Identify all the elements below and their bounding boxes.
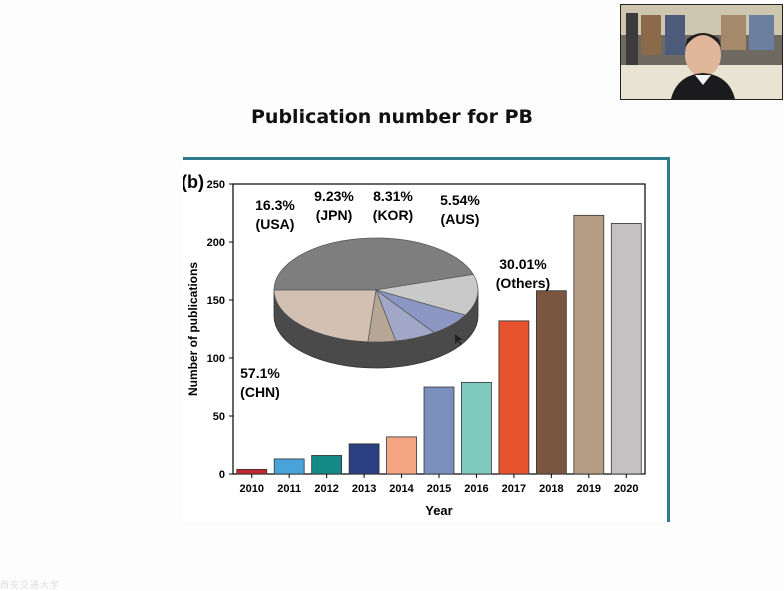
pie-pct-label: 5.54% [440,192,480,208]
bar [386,436,417,475]
y-tick-label: 200 [207,237,225,249]
x-tick-label: 2013 [352,483,376,495]
bar [236,468,268,475]
figure-border-right [667,157,670,522]
bar [423,386,455,475]
pie-slice [273,289,377,343]
pie-country-label: (JPN) [316,207,353,223]
pie-country-label: (CHN) [240,384,280,400]
pie-slice [375,273,479,316]
y-tick-label: 50 [213,411,225,423]
x-tick-label: 2020 [614,483,638,495]
pie-pct-label: 8.31% [373,188,413,204]
x-tick-label: 2015 [427,483,451,495]
y-axis-label: Number of publications [186,262,200,396]
x-tick-label: 2012 [314,483,338,495]
bar-chart: (b) 0 50 100 150 200 250 2010 2011 2012 2013 2014 20… [183,172,646,518]
mouse-cursor-icon [455,333,463,351]
pie-pct-label: 16.3% [255,197,295,213]
pie-country-label: (AUS) [441,211,480,227]
footer-text: 西安交通大学 [0,580,61,590]
pie-country-label: (KOR) [373,207,413,223]
bar [498,320,530,475]
x-tick-label: 2016 [464,483,488,495]
bar [535,290,567,475]
bar [461,381,492,475]
figure-panel: (b) 0 50 100 150 200 250 2010 2011 2012 2013 2014 20… [183,158,669,522]
pie-pct-label: 9.23% [314,188,354,204]
bar [348,443,380,475]
bar [311,455,343,475]
pie-country-label: (USA) [256,216,295,232]
slide-title: Publication number for PB [251,106,533,128]
pie-pct-label: 30.01% [499,256,547,272]
y-tick-label: 150 [207,295,225,307]
y-tick-label: 0 [219,469,225,481]
y-tick-label: 100 [207,353,225,365]
x-tick-label: 2014 [389,483,414,495]
x-tick-label: 2018 [539,483,563,495]
presenter-webcam[interactable] [620,4,783,100]
y-tick-label: 250 [207,179,225,191]
figure-border-top [183,157,670,160]
bar [573,214,605,475]
bar [610,223,642,475]
x-axis-label: Year [425,503,452,518]
figure-label: (b) [183,172,204,192]
pie-pct-label: 57.1% [240,365,280,381]
x-tick-label: 2017 [502,483,526,495]
presenter-video-icon [621,5,782,99]
pie-slice [273,237,474,291]
x-tick-label: 2010 [239,483,263,495]
bar [273,458,305,475]
x-tick-label: 2019 [577,483,601,495]
pie-country-label: (Others) [496,275,550,291]
x-tick-label: 2011 [277,483,301,495]
